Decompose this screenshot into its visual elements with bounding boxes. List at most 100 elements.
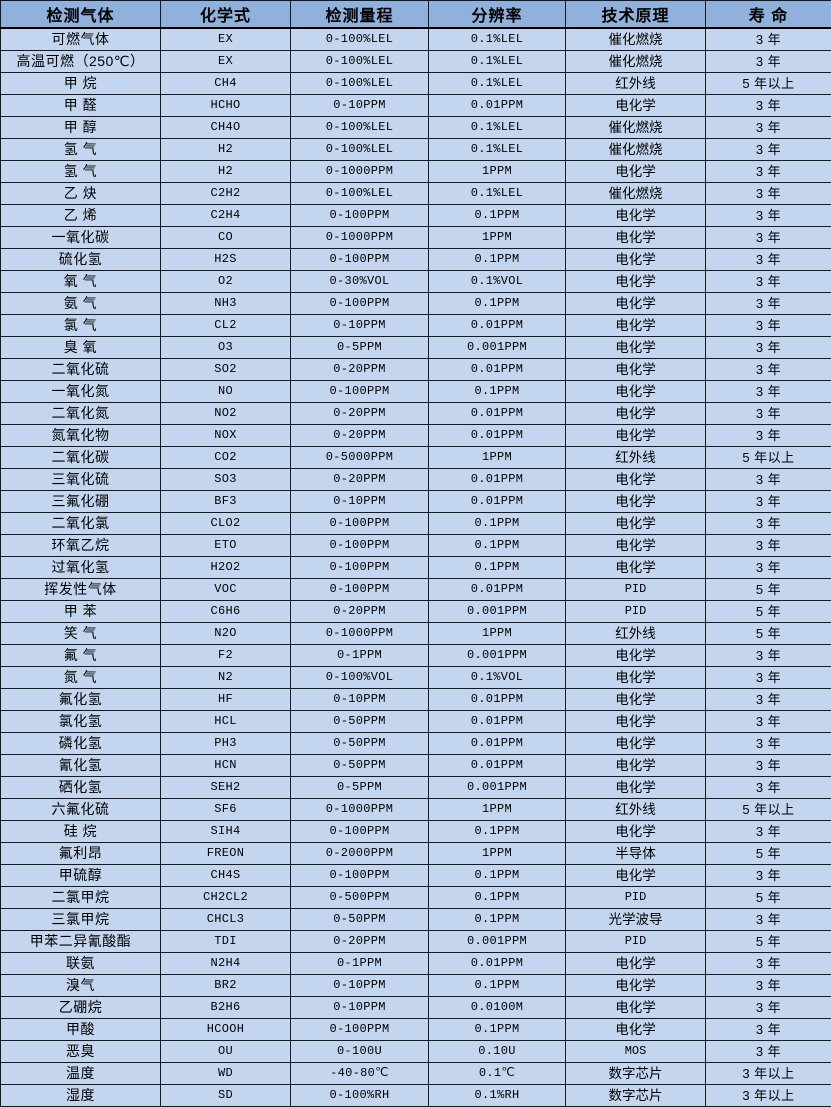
cell-tech: 电化学 <box>566 513 706 535</box>
cell-tech: 电化学 <box>566 975 706 997</box>
cell-gas: 笑 气 <box>1 623 161 645</box>
cell-gas: 二氯甲烷 <box>1 887 161 909</box>
cell-tech: 电化学 <box>566 425 706 447</box>
cell-range: 0-1000PPM <box>291 623 429 645</box>
cell-gas: 氟化氢 <box>1 689 161 711</box>
cell-resolution: 0.1%LEL <box>429 139 566 161</box>
cell-gas: 湿度 <box>1 1085 161 1107</box>
cell-gas: 过氧化氢 <box>1 557 161 579</box>
cell-resolution: 1PPM <box>429 843 566 865</box>
cell-tech: 电化学 <box>566 205 706 227</box>
cell-formula: HCL <box>161 711 291 733</box>
column-header-range: 检测量程 <box>291 1 429 29</box>
cell-formula: H2 <box>161 139 291 161</box>
column-header-resolution: 分辨率 <box>429 1 566 29</box>
cell-formula: NO <box>161 381 291 403</box>
cell-tech: 电化学 <box>566 469 706 491</box>
cell-gas: 三氟化硼 <box>1 491 161 513</box>
cell-resolution: 0.01PPM <box>429 469 566 491</box>
cell-gas: 氢 气 <box>1 161 161 183</box>
cell-gas: 氨 气 <box>1 293 161 315</box>
cell-tech: 电化学 <box>566 1019 706 1041</box>
cell-gas: 氟利昂 <box>1 843 161 865</box>
cell-gas: 氟 气 <box>1 645 161 667</box>
cell-tech: 电化学 <box>566 667 706 689</box>
cell-resolution: 0.1PPM <box>429 249 566 271</box>
cell-resolution: 0.001PPM <box>429 645 566 667</box>
cell-tech: 催化燃烧 <box>566 139 706 161</box>
cell-resolution: 0.1%LEL <box>429 51 566 73</box>
cell-life: 5 年 <box>706 623 831 645</box>
cell-tech: 电化学 <box>566 337 706 359</box>
cell-range: 0-100%LEL <box>291 139 429 161</box>
cell-resolution: 0.01PPM <box>429 711 566 733</box>
cell-tech: 电化学 <box>566 271 706 293</box>
cell-tech: 催化燃烧 <box>566 183 706 205</box>
cell-gas: 环氧乙烷 <box>1 535 161 557</box>
cell-resolution: 0.1PPM <box>429 975 566 997</box>
cell-formula: OU <box>161 1041 291 1063</box>
cell-resolution: 0.1%LEL <box>429 73 566 95</box>
cell-range: 0-100PPM <box>291 1019 429 1041</box>
cell-formula: CH4S <box>161 865 291 887</box>
cell-tech: PID <box>566 887 706 909</box>
column-header-life: 寿 命 <box>706 1 831 29</box>
cell-gas: 高温可燃（250℃） <box>1 51 161 73</box>
cell-resolution: 1PPM <box>429 447 566 469</box>
cell-range: 0-5000PPM <box>291 447 429 469</box>
cell-gas: 联氨 <box>1 953 161 975</box>
cell-formula: HCHO <box>161 95 291 117</box>
cell-resolution: 0.01PPM <box>429 359 566 381</box>
cell-life: 3 年以上 <box>706 1063 831 1085</box>
cell-tech: PID <box>566 579 706 601</box>
cell-resolution: 0.1%RH <box>429 1085 566 1107</box>
cell-life: 3 年 <box>706 645 831 667</box>
cell-range: 0-5PPM <box>291 337 429 359</box>
cell-tech: 电化学 <box>566 997 706 1019</box>
cell-life: 3 年 <box>706 1019 831 1041</box>
cell-formula: HF <box>161 689 291 711</box>
cell-life: 3 年以上 <box>706 1085 831 1107</box>
cell-life: 3 年 <box>706 975 831 997</box>
cell-tech: PID <box>566 601 706 623</box>
cell-formula: HCOOH <box>161 1019 291 1041</box>
cell-formula: ETO <box>161 535 291 557</box>
cell-formula: CH2CL2 <box>161 887 291 909</box>
cell-gas: 乙硼烷 <box>1 997 161 1019</box>
cell-tech: 电化学 <box>566 315 706 337</box>
cell-life: 3 年 <box>706 227 831 249</box>
cell-gas: 二氧化氯 <box>1 513 161 535</box>
cell-resolution: 0.1PPM <box>429 909 566 931</box>
header-row: 检测气体 化学式 检测量程 分辨率 技术原理 寿 命 <box>1 1 831 29</box>
table-header: 检测气体 化学式 检测量程 分辨率 技术原理 寿 命 <box>1 1 831 29</box>
cell-life: 3 年 <box>706 667 831 689</box>
cell-formula: SO2 <box>161 359 291 381</box>
cell-formula: N2 <box>161 667 291 689</box>
cell-tech: 电化学 <box>566 645 706 667</box>
cell-gas: 六氟化硫 <box>1 799 161 821</box>
cell-formula: NH3 <box>161 293 291 315</box>
cell-resolution: 1PPM <box>429 161 566 183</box>
cell-range: 0-100PPM <box>291 293 429 315</box>
cell-tech: 电化学 <box>566 711 706 733</box>
cell-life: 3 年 <box>706 117 831 139</box>
cell-tech: 电化学 <box>566 535 706 557</box>
cell-resolution: 0.01PPM <box>429 733 566 755</box>
cell-tech: 数字芯片 <box>566 1063 706 1085</box>
